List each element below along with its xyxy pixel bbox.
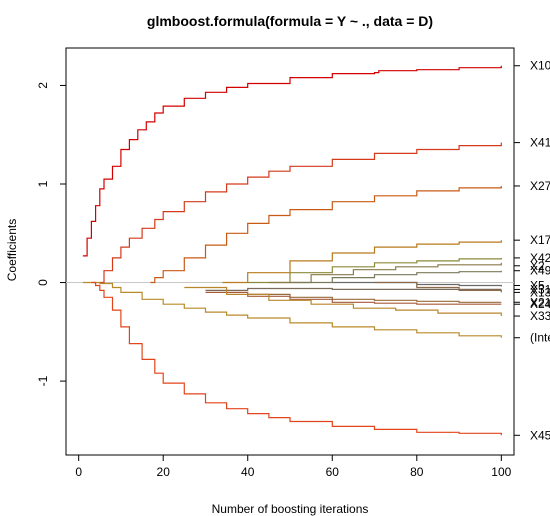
right-series-label: (Intercept) [530, 331, 550, 345]
series-line-x21 [247, 293, 502, 303]
x-tick-label: 100 [491, 465, 511, 479]
x-tick-label: 40 [241, 465, 255, 479]
chart-title: glmboost.formula(formula = Y ~ ., data =… [147, 13, 433, 29]
series-line-x17 [222, 240, 502, 284]
right-series-label: X33 [530, 309, 550, 323]
right-series-label: X27 [530, 179, 550, 193]
series-line-x13 [374, 281, 502, 293]
series-line-x2 [268, 262, 502, 284]
y-axis: -1 0 1 2 [36, 82, 66, 386]
series-line-x33 [184, 286, 502, 316]
series-line-x42 [247, 257, 502, 284]
x-tick-label: 60 [326, 465, 340, 479]
right-series-label: X21 [530, 295, 550, 309]
x-tick-label: 20 [157, 465, 171, 479]
series-line-x49 [290, 270, 502, 284]
right-series-label: X10 [530, 59, 550, 73]
x-axis-label: Number of boosting iterations [212, 502, 369, 516]
y-tick-label: 0 [36, 279, 50, 286]
y-tick-label: 2 [36, 82, 50, 89]
x-axis: 0 20 40 60 80 100 [75, 455, 512, 479]
plot-frame [65, 47, 515, 456]
right-series-label: X2 [530, 259, 545, 273]
series-line-intercept [82, 281, 502, 338]
right-series-label: X13 [530, 285, 550, 299]
right-series-label: X41 [530, 136, 550, 150]
right-series-label: X31 [530, 282, 550, 296]
right-series-label: X17 [530, 233, 550, 247]
y-tick-label: -1 [36, 375, 50, 386]
x-tick-label: 0 [75, 465, 82, 479]
y-tick-label: 1 [36, 180, 50, 187]
right-series-label: X45 [530, 428, 550, 442]
series-line-x45 [91, 281, 502, 436]
series-lines [66, 65, 514, 436]
right-series-label: X24 [530, 297, 550, 311]
series-line-x31 [205, 287, 502, 291]
right-series-label: X5 [530, 278, 545, 292]
x-tick-label: 80 [410, 465, 424, 479]
y-axis-label: Coefficients [5, 219, 19, 281]
series-line-x10 [82, 65, 502, 257]
series-line-x24 [205, 291, 502, 305]
right-series-label: X49 [530, 264, 550, 278]
right-series-label: X42 [530, 251, 550, 265]
series-line-x27 [150, 186, 502, 284]
series-line-x41 [99, 142, 502, 284]
